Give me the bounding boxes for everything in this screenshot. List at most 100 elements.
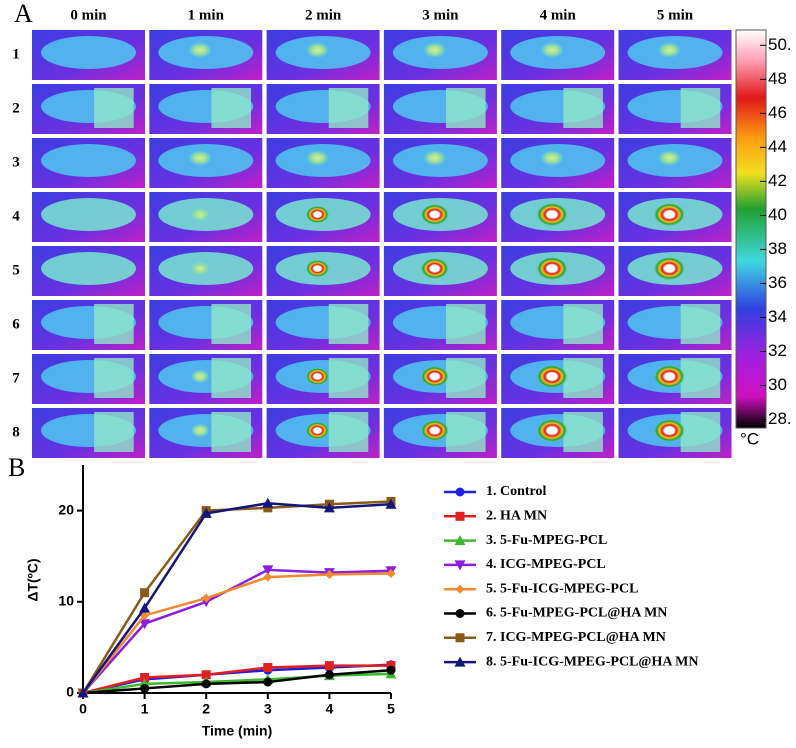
patch <box>328 358 369 398</box>
hot-spot <box>536 256 569 281</box>
y-axis-label: ΔT(ºC) <box>25 558 41 601</box>
marker <box>201 670 211 680</box>
legend-marker <box>454 535 466 546</box>
colorbar-tick-label: 32 <box>768 341 787 360</box>
row-label: 7 <box>12 370 20 386</box>
column-header: 1 min <box>188 7 225 23</box>
marker <box>140 588 150 598</box>
colorbar-tick-label: 30 <box>768 375 787 394</box>
warm-spot <box>422 150 447 166</box>
patch <box>680 412 721 452</box>
marker <box>262 497 274 508</box>
x-tick-label: 2 <box>202 701 210 717</box>
patch <box>446 358 486 398</box>
legend-label: 1. Control <box>486 484 547 499</box>
legend-marker <box>455 633 465 643</box>
row-label: 2 <box>12 100 20 116</box>
mouse-body <box>41 252 136 285</box>
hot-spot <box>420 365 450 388</box>
patch <box>446 88 486 128</box>
hot-spot <box>305 205 330 224</box>
colorbar-tick-label: 44 <box>768 137 787 156</box>
series-line <box>82 572 392 694</box>
patch <box>446 412 486 452</box>
patch <box>563 88 603 128</box>
colorbar-unit: °C <box>740 429 759 448</box>
marker <box>324 569 334 579</box>
marker <box>386 661 396 671</box>
patch <box>680 304 721 344</box>
hot-spot <box>420 203 450 226</box>
warm-spot <box>540 150 565 166</box>
warm-spot <box>305 42 330 58</box>
row-label: 6 <box>12 316 20 332</box>
marker <box>386 569 396 579</box>
legend-marker <box>454 656 466 667</box>
column-header: 3 min <box>422 7 459 23</box>
x-axis-label: Time (min) <box>202 723 273 739</box>
patch <box>211 88 251 128</box>
patch <box>94 412 134 452</box>
colorbar-tick-label: 46 <box>768 103 787 122</box>
series-line <box>82 568 392 694</box>
hot-spot <box>420 257 450 280</box>
series-line <box>82 668 392 695</box>
marker <box>139 619 151 630</box>
patch <box>328 304 369 344</box>
y-tick-label: 10 <box>58 593 74 609</box>
marker <box>200 507 212 518</box>
patch <box>680 88 721 128</box>
legend-label: 2. HA MN <box>486 509 547 524</box>
patch <box>563 304 603 344</box>
marker <box>139 602 151 613</box>
panel-label: A <box>14 0 33 28</box>
row-label: 1 <box>12 46 20 62</box>
hot-spot <box>653 202 686 227</box>
mouse-body <box>41 198 136 231</box>
row-label: 3 <box>12 154 20 170</box>
column-header: 4 min <box>540 7 577 23</box>
column-header: 5 min <box>657 7 694 23</box>
hot-spot <box>190 207 210 222</box>
patch <box>563 358 603 398</box>
legend-label: 3. 5-Fu-MPEG-PCL <box>486 533 607 548</box>
panel-label: B <box>8 453 25 482</box>
warm-spot <box>540 42 565 58</box>
legend-marker <box>455 511 465 521</box>
colorbar <box>735 29 767 429</box>
marker <box>201 679 211 689</box>
legend-label: 8. 5-Fu-ICG-MPEG-PCL@HA MN <box>486 654 699 669</box>
warm-spot <box>657 150 682 166</box>
colorbar-tick-label: 28. <box>768 409 792 428</box>
marker <box>385 498 397 509</box>
hot-spot <box>653 256 686 281</box>
marker <box>263 503 273 513</box>
patch <box>211 412 251 452</box>
x-tick-label: 0 <box>79 701 87 717</box>
colorbar-tick-label: 50. <box>768 35 792 54</box>
warm-spot <box>422 42 447 58</box>
legend-marker <box>454 560 466 571</box>
warm-spot <box>657 42 682 58</box>
column-header: 2 min <box>305 7 342 23</box>
patch <box>94 88 134 128</box>
colorbar-tick-label: 40 <box>768 205 787 224</box>
y-tick-label: 20 <box>58 501 74 517</box>
column-header: 0 min <box>70 7 107 23</box>
hot-spot <box>653 418 686 443</box>
marker <box>77 687 89 698</box>
warm-spot <box>188 42 213 58</box>
patch <box>446 304 486 344</box>
mouse-body <box>41 36 136 69</box>
marker <box>263 572 273 582</box>
hot-spot <box>653 364 686 389</box>
legend-marker <box>455 584 465 594</box>
hot-spot <box>305 367 330 386</box>
colorbar-tick-label: 42 <box>768 171 787 190</box>
marker <box>323 502 335 513</box>
marker <box>263 662 273 672</box>
x-tick-label: 3 <box>264 701 272 717</box>
marker <box>324 670 334 680</box>
marker <box>140 683 150 693</box>
